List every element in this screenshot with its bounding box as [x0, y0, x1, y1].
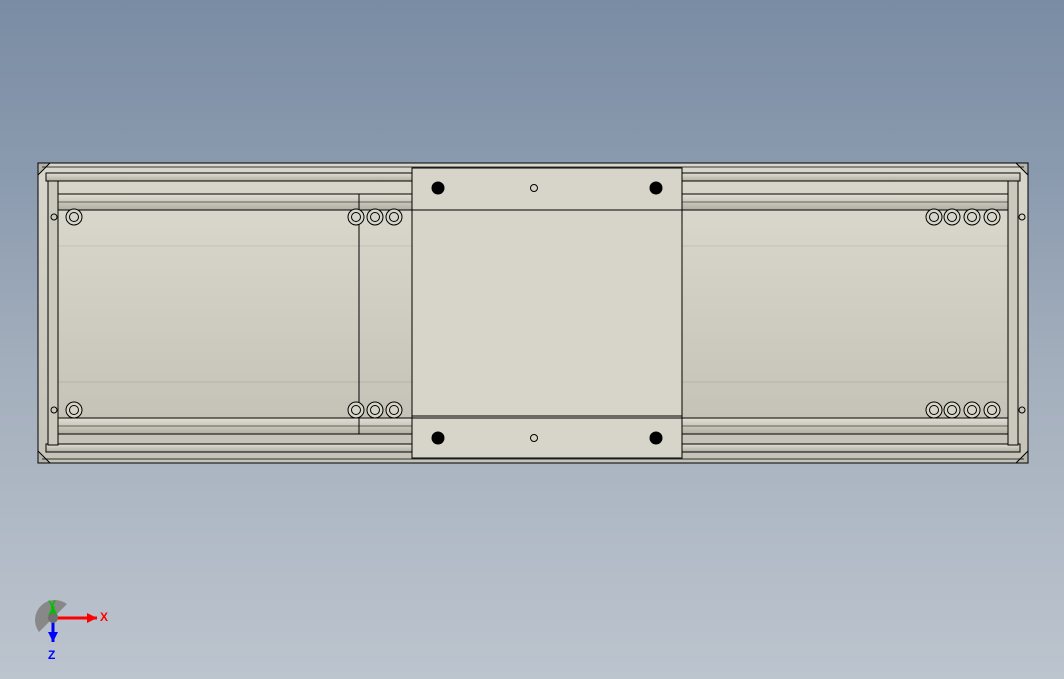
axis-label-y: Y: [48, 598, 56, 612]
axis-label-x: X: [100, 610, 108, 624]
cad-viewport[interactable]: X Y Z: [0, 0, 1064, 679]
axis-triad: [0, 0, 1064, 679]
axis-label-z: Z: [48, 648, 55, 662]
